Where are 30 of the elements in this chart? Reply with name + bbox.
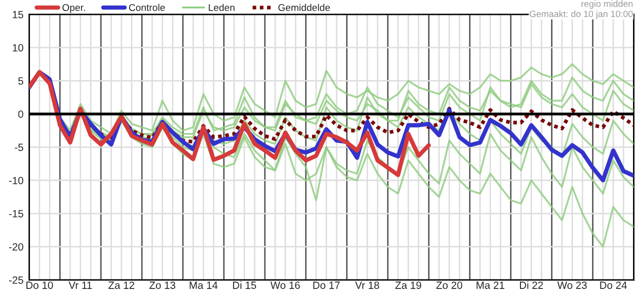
x-tick-label: Zo 20 — [436, 282, 462, 289]
legend-label: Gemiddelde — [278, 4, 330, 12]
annotation: Gemaakt: do 10 jan 10:00 — [530, 10, 633, 19]
y-tick-label: 0 — [18, 110, 24, 118]
x-tick-label: Zo 13 — [149, 282, 176, 289]
x-tick-label: Za 12 — [108, 282, 134, 289]
y-tick-label: -25 — [9, 276, 24, 284]
legend-label: Controle — [129, 4, 165, 12]
y-tick-label: 5 — [18, 77, 24, 85]
x-tick-label: Ma 14 — [190, 282, 218, 289]
x-tick-label: Do 24 — [600, 282, 627, 289]
y-tick-label: -5 — [14, 144, 24, 152]
y-tick-label: 10 — [12, 44, 24, 52]
x-tick-label: Wo 23 — [557, 282, 587, 289]
x-tick-label: Vr 11 — [68, 282, 92, 289]
y-tick-label: -10 — [9, 176, 24, 184]
x-tick-label: Do 17 — [313, 282, 340, 289]
legend-label: Leden — [208, 4, 234, 12]
y-tick-label: -15 — [9, 210, 24, 218]
x-tick-label: Di 22 — [520, 281, 543, 289]
x-tick-label: Za 19 — [395, 282, 422, 289]
x-tick-label: Di 15 — [233, 281, 256, 289]
legend-label: Oper. — [62, 4, 85, 13]
x-tick-label: Wo 16 — [270, 282, 300, 289]
x-tick-label: Vr 18 — [355, 282, 380, 289]
x-tick-label: Do 10 — [26, 282, 53, 289]
y-tick-label: -20 — [9, 243, 24, 251]
x-tick-label: Ma 21 — [476, 282, 504, 289]
y-tick-label: 15 — [12, 11, 24, 18]
text: regio midden — [582, 0, 633, 9]
